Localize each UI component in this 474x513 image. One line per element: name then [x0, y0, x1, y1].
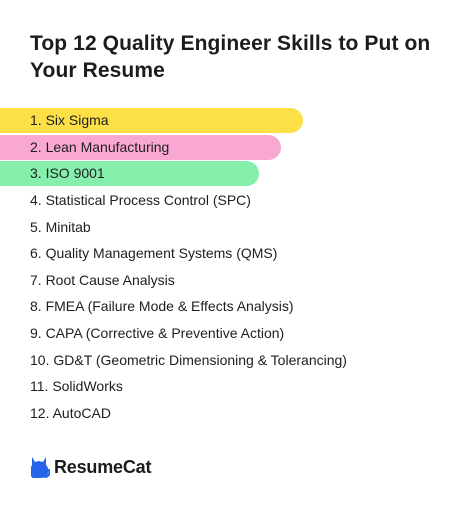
list-item: 11. SolidWorks	[0, 373, 474, 400]
list-item: 12. AutoCAD	[0, 400, 474, 427]
list-item-label: 4. Statistical Process Control (SPC)	[30, 192, 251, 209]
list-item: 1. Six Sigma	[0, 107, 474, 134]
cat-icon	[31, 457, 50, 478]
list-item: 3. ISO 9001	[0, 160, 474, 187]
list-item-label: 2. Lean Manufacturing	[30, 138, 170, 155]
list-item-label: 3. ISO 9001	[30, 165, 105, 182]
list-item-label: 8. FMEA (Failure Mode & Effects Analysis…	[30, 298, 294, 315]
list-item: 4. Statistical Process Control (SPC)	[0, 187, 474, 214]
list-item-label: 10. GD&T (Geometric Dimensioning & Toler…	[30, 351, 347, 368]
highlight-bar	[0, 161, 259, 187]
list-item: 6. Quality Management Systems (QMS)	[0, 240, 474, 267]
skills-list: 1. Six Sigma 2. Lean Manufacturing 3. IS…	[0, 107, 474, 426]
list-item-label: 1. Six Sigma	[30, 112, 109, 129]
list-item: 7. Root Cause Analysis	[0, 267, 474, 294]
list-item: 8. FMEA (Failure Mode & Effects Analysis…	[0, 293, 474, 320]
list-item-label: 9. CAPA (Corrective & Preventive Action)	[30, 325, 285, 342]
list-item: 2. Lean Manufacturing	[0, 134, 474, 161]
list-item: 5. Minitab	[0, 213, 474, 240]
highlight-bar	[0, 108, 303, 133]
list-item-label: 7. Root Cause Analysis	[30, 271, 175, 288]
list-item-label: 5. Minitab	[30, 218, 91, 235]
page-title: Top 12 Quality Engineer Skills to Put on…	[30, 32, 431, 82]
list-item-label: 12. AutoCAD	[30, 404, 111, 421]
brand-name: ResumeCat	[54, 456, 152, 477]
list-item-label: 6. Quality Management Systems (QMS)	[30, 245, 278, 262]
highlight-bar	[0, 134, 281, 160]
list-item: 9. CAPA (Corrective & Preventive Action)	[0, 320, 474, 347]
list-item-label: 11. SolidWorks	[30, 378, 123, 395]
list-item: 10. GD&T (Geometric Dimensioning & Toler…	[0, 346, 474, 373]
brand-logo[interactable]: ResumeCat	[28, 452, 151, 482]
